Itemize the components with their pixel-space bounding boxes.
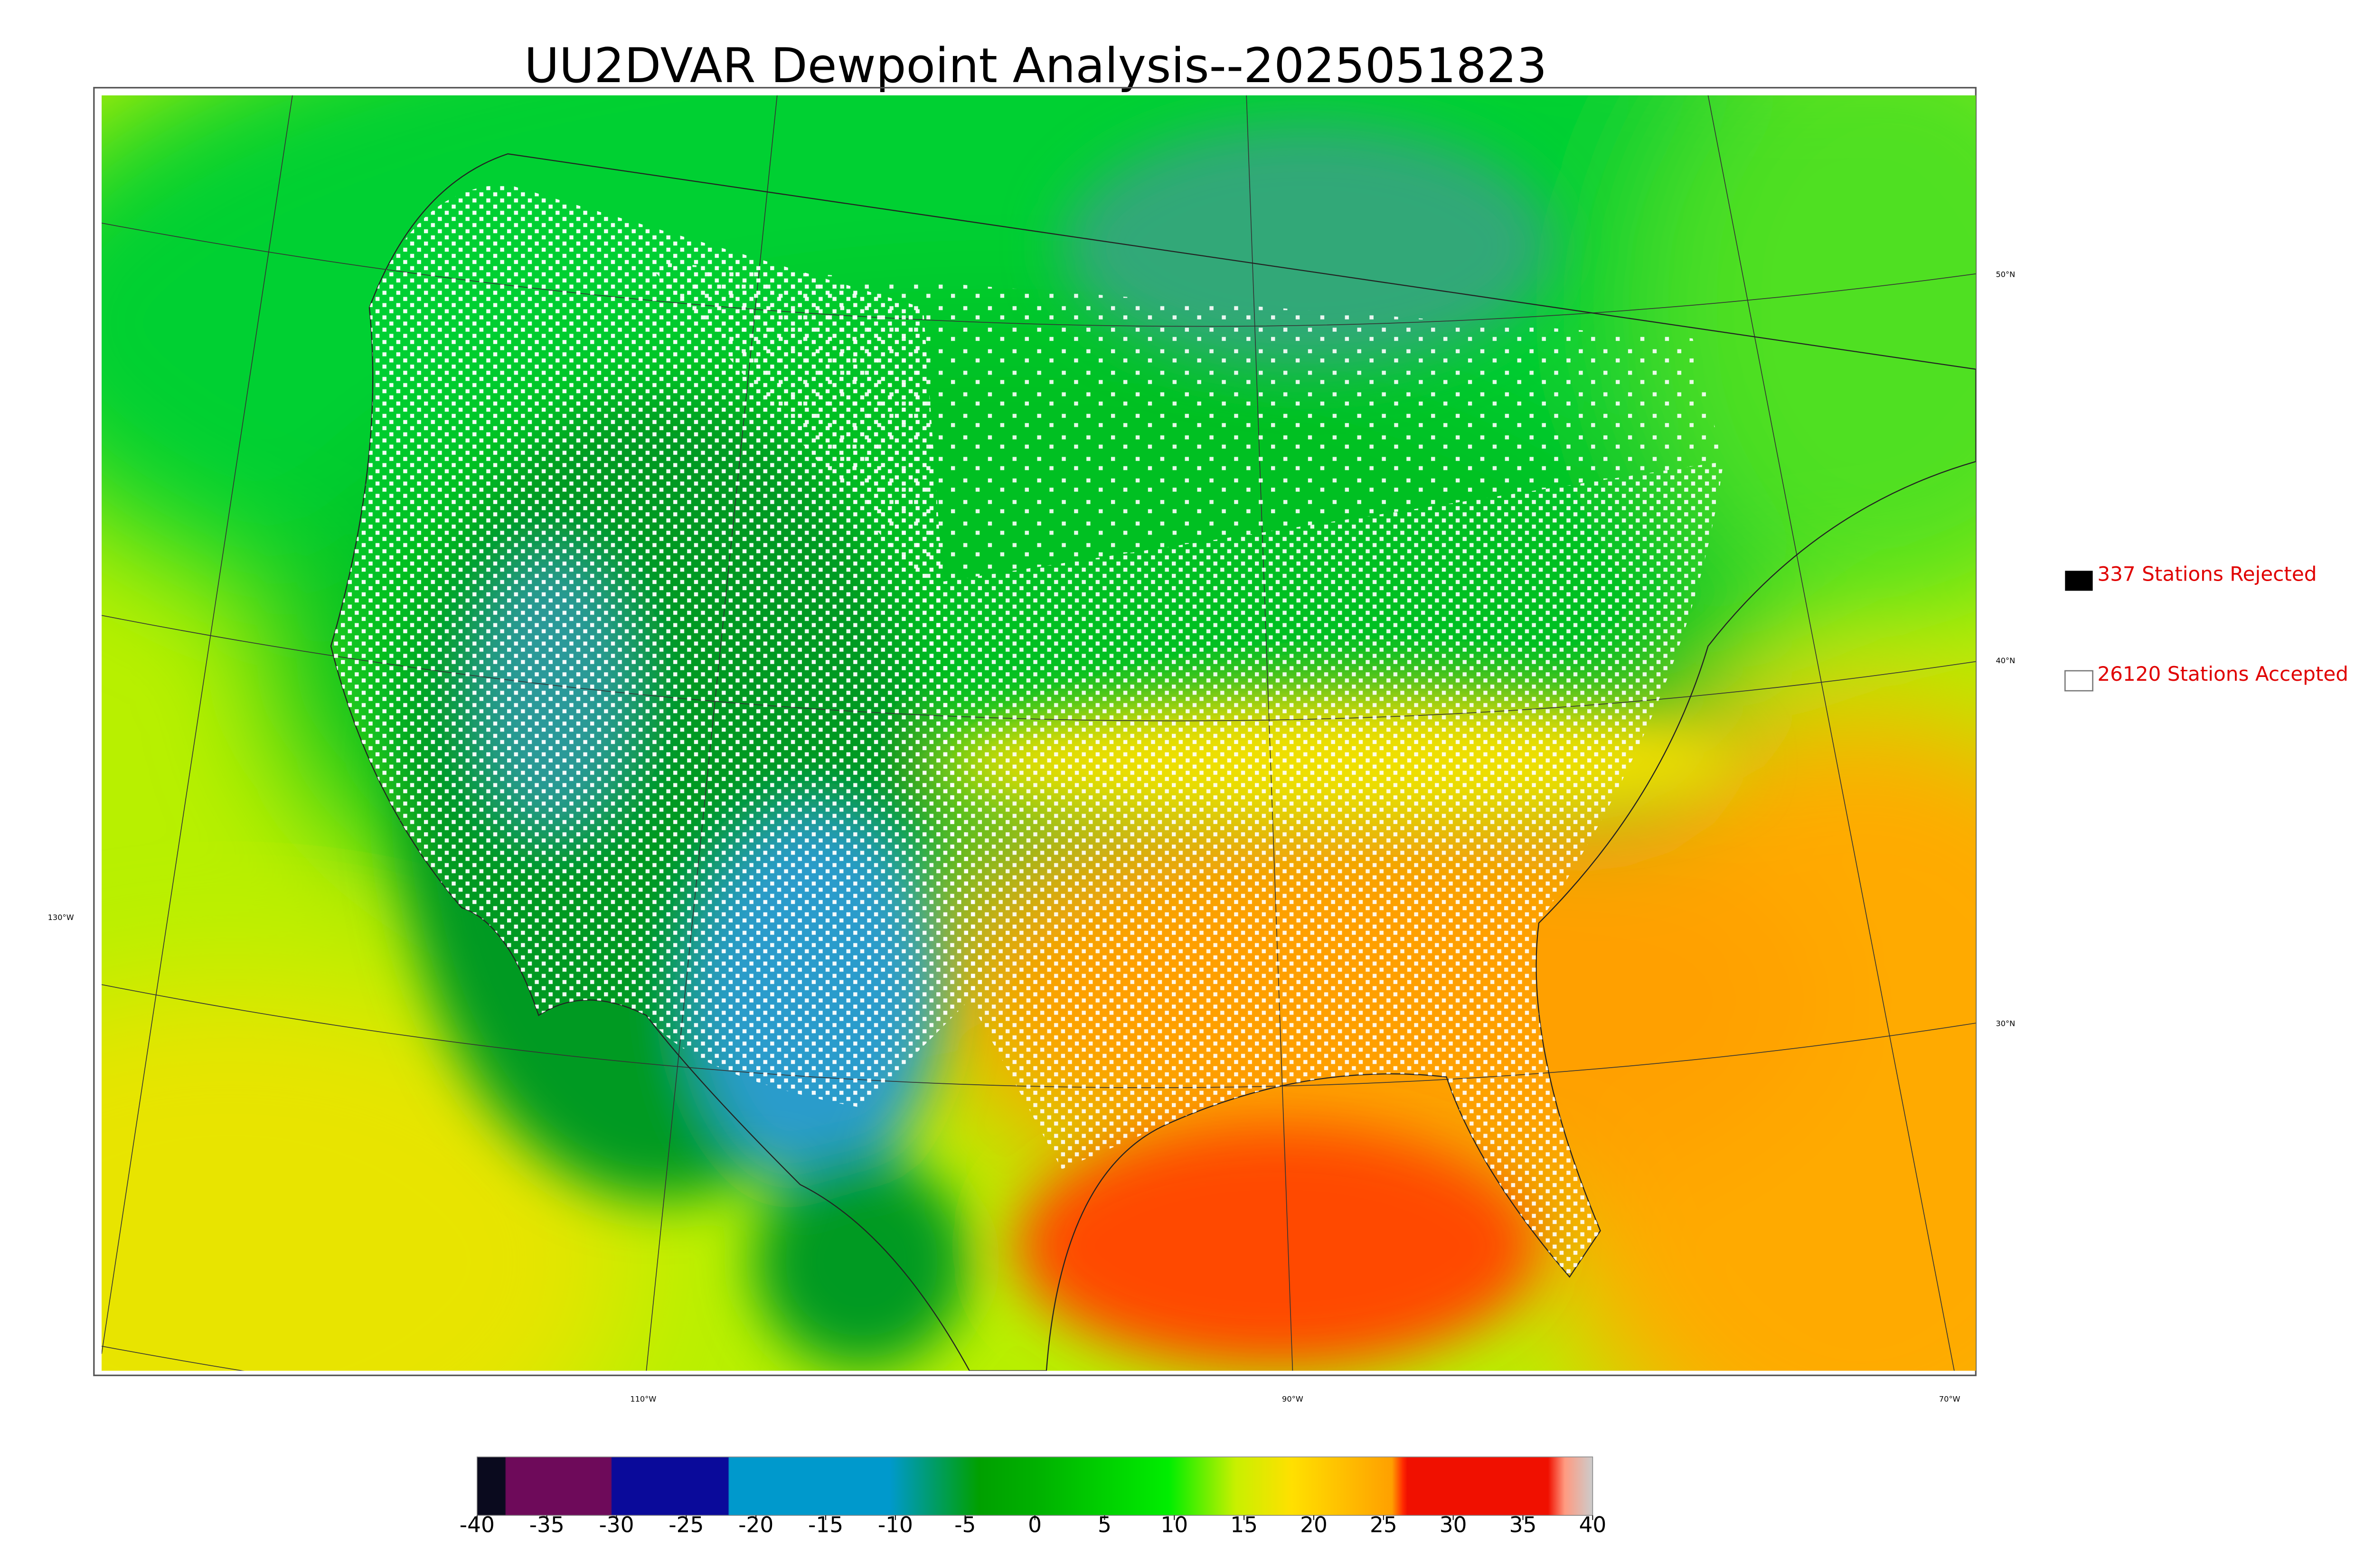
colorbar-tick-label: -10 — [878, 1512, 913, 1537]
lon-label: 70°W — [1939, 1394, 1960, 1403]
lon-label: 90°W — [1282, 1394, 1303, 1403]
colorbar-tick-label: -40 — [460, 1512, 495, 1537]
rejected-label: 337 Stations Rejected — [2097, 563, 2317, 586]
colorbar-tick-label: 0 — [1028, 1512, 1042, 1537]
dewpoint-field — [102, 95, 1976, 1371]
colorbar-tick-label: 15 — [1230, 1512, 1258, 1537]
map-title: UU2DVAR Dewpoint Analysis--2025051823 — [524, 38, 1547, 94]
colorbar-tick-label: 10 — [1160, 1512, 1188, 1537]
colorbar-tick-label: -5 — [954, 1512, 976, 1537]
lat-label: 30°N — [1996, 1019, 2015, 1028]
lon-label: 130°W — [48, 913, 74, 922]
lat-label: 40°N — [1996, 656, 2015, 665]
colorbar-tick-label: 40 — [1579, 1512, 1607, 1537]
colorbar-tick-label: -35 — [529, 1512, 565, 1537]
colorbar-tick-label: 20 — [1300, 1512, 1328, 1537]
colorbar-scale — [476, 1456, 1593, 1516]
accepted-label: 26120 Stations Accepted — [2097, 662, 2348, 685]
rejected-swatch — [2065, 571, 2093, 591]
colorbar-tick-label: -30 — [599, 1512, 634, 1537]
lon-label: 110°W — [630, 1394, 656, 1403]
legend: 337 Stations Rejected 26120 Stations Acc… — [2064, 563, 2348, 692]
colorbar-tick-label: -20 — [738, 1512, 773, 1537]
accepted-swatch — [2064, 670, 2093, 692]
colorbar-tick-label: 35 — [1509, 1512, 1537, 1537]
graticule-labels: 50°N 40°N 30°N 130°W 110°W 90°W 70°W — [48, 270, 2016, 1403]
colorbar-tick-label: -25 — [669, 1512, 704, 1537]
colorbar-tick-label: 5 — [1098, 1512, 1112, 1537]
map-frame — [93, 87, 1977, 1376]
colorbar-tick-label: -15 — [808, 1512, 843, 1537]
colorbar-tick-label: 30 — [1440, 1512, 1467, 1537]
colorbar-tick-label: 25 — [1370, 1512, 1397, 1537]
colorbar: -40 -35 -30 -25 -20 -15 -10 -5 0 5 10 15 20 25 30 35 40 — [460, 1456, 1607, 1537]
lat-label: 50°N — [1996, 270, 2015, 279]
